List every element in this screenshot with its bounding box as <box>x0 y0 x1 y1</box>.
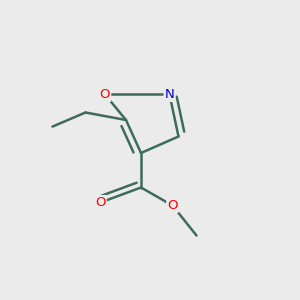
Text: O: O <box>100 88 110 101</box>
Text: N: N <box>165 88 174 101</box>
Text: O: O <box>167 199 178 212</box>
Text: O: O <box>95 196 106 209</box>
